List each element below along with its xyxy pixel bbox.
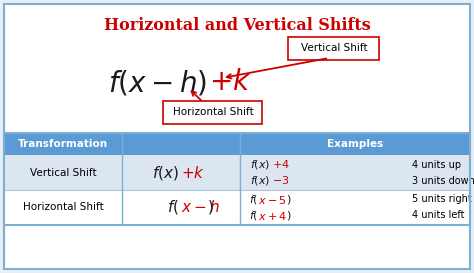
Text: $+k$: $+k$	[209, 70, 251, 96]
Bar	[4, 133, 470, 155]
Text: Examples: Examples	[327, 139, 383, 149]
Text: 4 units left: 4 units left	[412, 210, 465, 221]
Bar	[4, 155, 470, 190]
Text: $x-5$: $x-5$	[258, 194, 286, 206]
FancyBboxPatch shape	[164, 100, 263, 123]
Text: Horizontal Shift: Horizontal Shift	[173, 107, 254, 117]
Text: 5 units right: 5 units right	[412, 194, 472, 204]
Text: $-3$: $-3$	[272, 174, 290, 186]
Text: Horizontal and Vertical Shifts: Horizontal and Vertical Shifts	[104, 17, 370, 34]
Text: $+4$: $+4$	[272, 159, 290, 171]
Bar	[4, 190, 470, 225]
Text: $f(x)$: $f(x)$	[250, 174, 270, 187]
Text: Vertical Shift: Vertical Shift	[30, 168, 96, 177]
Text: $)$: $)$	[286, 209, 292, 222]
FancyBboxPatch shape	[289, 37, 380, 60]
Text: $)$: $)$	[207, 198, 214, 216]
Text: 4 units up: 4 units up	[412, 159, 461, 170]
Text: $f(x)$: $f(x)$	[152, 164, 179, 182]
Bar	[4, 133, 470, 225]
Text: $f($: $f($	[248, 193, 258, 206]
Text: $)$: $)$	[286, 193, 292, 206]
Text: $x-h$: $x-h$	[181, 200, 220, 215]
Text: $f($: $f($	[167, 198, 179, 216]
Text: 3 units down: 3 units down	[412, 176, 474, 185]
Text: $x+4$: $x+4$	[258, 209, 287, 221]
Text: Transformation: Transformation	[18, 139, 108, 149]
Text: $f($: $f($	[248, 209, 258, 222]
Text: $+k$: $+k$	[181, 165, 205, 180]
Text: $f(x-h)$: $f(x-h)$	[108, 69, 207, 97]
Text: Vertical Shift: Vertical Shift	[301, 43, 367, 53]
Text: Horizontal Shift: Horizontal Shift	[23, 203, 103, 212]
Text: $f(x)$: $f(x)$	[250, 158, 270, 171]
